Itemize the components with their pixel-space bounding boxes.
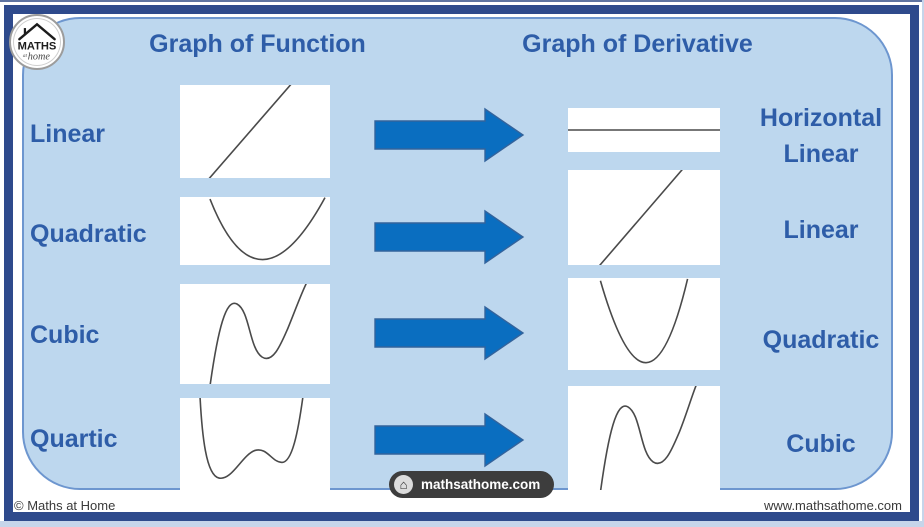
house-icon: ⌂ — [394, 475, 413, 494]
function-label-cubic: Cubic — [30, 321, 100, 349]
quartic-curve — [180, 398, 330, 490]
svg-text:at: at — [23, 53, 28, 59]
outer-top-edge — [0, 0, 924, 2]
maths-at-home-logo: MATHS at home — [9, 14, 65, 70]
badge-text: mathsathome.com — [421, 477, 541, 492]
house-roof-icon: MATHS at home — [18, 22, 57, 63]
function-column-title: Graph of Function — [149, 30, 366, 58]
outer-bottom-edge — [0, 521, 924, 527]
arrow-linear-to-horizontal — [373, 107, 525, 163]
svg-text:MATHS: MATHS — [18, 40, 57, 52]
derivative-graph-horizontal-linear — [568, 108, 720, 152]
function-graph-linear — [180, 85, 330, 178]
parabola-curve — [568, 278, 720, 370]
derivative-label-linear: Linear — [783, 216, 859, 244]
derivative-column-title: Graph of Derivative — [522, 30, 753, 58]
function-graph-cubic — [180, 284, 330, 384]
mathsathome-badge: ⌂ mathsathome.com — [389, 471, 555, 498]
arrow-quartic-to-cubic — [373, 412, 525, 468]
horizontal-line-curve — [568, 108, 720, 152]
derivative-label-horizontal-linear: Horizontal Linear — [759, 104, 883, 169]
parabola-curve — [180, 197, 330, 265]
outer-right-edge — [922, 0, 924, 527]
copyright-text: © Maths at Home — [14, 498, 116, 513]
derivative-graph-linear — [568, 170, 720, 265]
cubic-curve — [180, 284, 330, 384]
function-graph-quartic — [180, 398, 330, 490]
function-label-quartic: Quartic — [30, 425, 118, 453]
right-arrow-icon — [374, 412, 525, 468]
derivative-graph-cubic — [568, 386, 720, 490]
arrow-cubic-to-quadratic — [373, 305, 525, 361]
derivative-label-cubic: Cubic — [786, 430, 856, 458]
right-arrow-icon — [374, 305, 525, 361]
function-graph-quadratic — [180, 197, 330, 265]
increasing-line-curve — [568, 170, 720, 265]
right-arrow-icon — [374, 107, 525, 163]
website-url: www.mathsathome.com — [764, 498, 902, 513]
derivative-graph-quadratic — [568, 278, 720, 370]
arrow-quadratic-to-linear — [373, 209, 525, 265]
function-label-quadratic: Quadratic — [30, 220, 147, 248]
content-panel — [22, 17, 893, 490]
right-arrow-icon — [374, 209, 525, 265]
derivative-label-quadratic: Quadratic — [762, 326, 880, 354]
function-label-linear: Linear — [30, 120, 106, 148]
increasing-line-curve — [180, 85, 330, 178]
svg-text:home: home — [28, 52, 51, 63]
cubic-curve — [568, 386, 720, 490]
